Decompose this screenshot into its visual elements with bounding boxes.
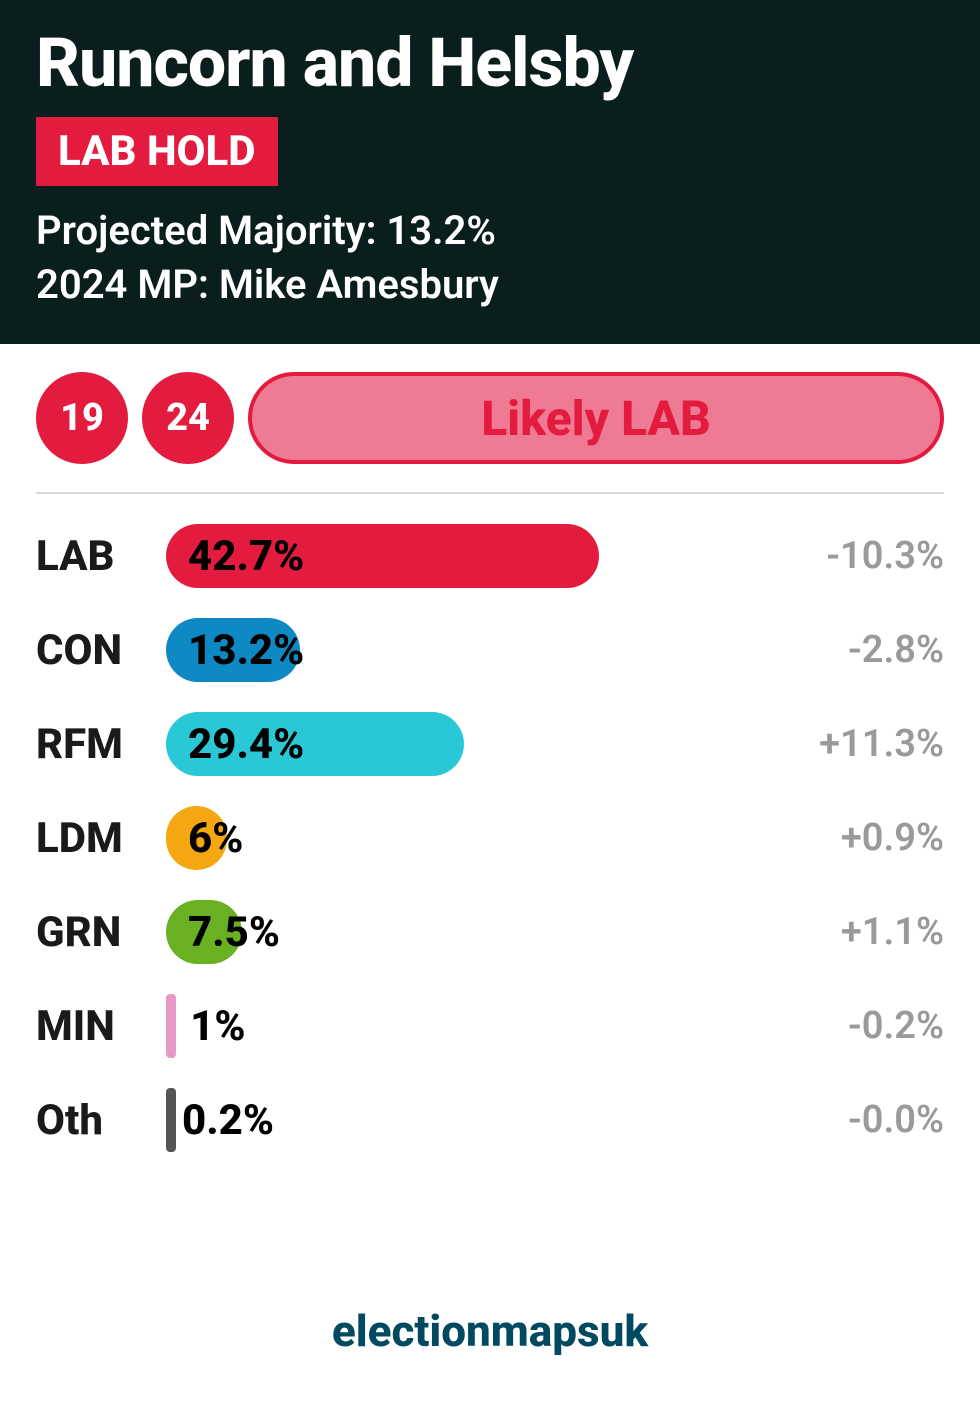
bar-fill [166, 1088, 176, 1152]
party-label: Oth [36, 1096, 166, 1145]
mp-text: 2024 MP: Mike Amesbury [36, 258, 944, 312]
likely-pill: Likely LAB [248, 372, 944, 464]
bar-change: -0.0% [794, 1098, 944, 1142]
bar-fill [166, 994, 176, 1058]
header-meta: Projected Majority: 13.2% 2024 MP: Mike … [36, 204, 944, 312]
bar-track: 0.2% [166, 1088, 794, 1152]
bar-value: 29.4% [188, 712, 304, 776]
bar-track: 1% [166, 994, 794, 1058]
bar-track: 13.2% [166, 618, 794, 682]
bar-track: 42.7% [166, 524, 794, 588]
bar-row-lab: LAB 42.7% -10.3% [36, 520, 944, 592]
bar-row-rfm: RFM 29.4% +11.3% [36, 708, 944, 780]
bar-row-min: MIN 1% -0.2% [36, 990, 944, 1062]
bar-track: 7.5% [166, 900, 794, 964]
year-pill-24[interactable]: 24 [142, 372, 234, 464]
hold-badge: LAB HOLD [36, 117, 278, 186]
party-label: LDM [36, 814, 166, 863]
bar-change: -10.3% [794, 534, 944, 578]
card-body: 19 24 Likely LAB LAB 42.7% -10.3% CON 13.2% -… [0, 344, 980, 1401]
bar-value: 42.7% [188, 524, 304, 588]
bar-row-oth: Oth 0.2% -0.0% [36, 1084, 944, 1156]
bar-track: 29.4% [166, 712, 794, 776]
bar-value: 6% [188, 806, 243, 870]
bar-change: +1.1% [794, 910, 944, 954]
bar-value: 7.5% [188, 900, 280, 964]
card-header: Runcorn and Helsby LAB HOLD Projected Ma… [0, 0, 980, 344]
bar-value: 13.2% [188, 618, 304, 682]
year-pill-19[interactable]: 19 [36, 372, 128, 464]
bar-chart: LAB 42.7% -10.3% CON 13.2% -2.8% RFM 29.4% +11.3… [36, 494, 944, 1293]
constituency-title: Runcorn and Helsby [36, 28, 944, 99]
party-label: LAB [36, 532, 166, 581]
bar-track: 6% [166, 806, 794, 870]
election-card: Runcorn and Helsby LAB HOLD Projected Ma… [0, 0, 980, 1401]
party-label: MIN [36, 1002, 166, 1051]
bar-row-con: CON 13.2% -2.8% [36, 614, 944, 686]
majority-text: Projected Majority: 13.2% [36, 204, 944, 258]
attribution: electionmapsuk [36, 1293, 944, 1381]
party-label: CON [36, 626, 166, 675]
bar-change: +0.9% [794, 816, 944, 860]
party-label: GRN [36, 908, 166, 957]
bar-change: -0.2% [794, 1004, 944, 1048]
bar-value: 1% [190, 994, 245, 1058]
bar-change: -2.8% [794, 628, 944, 672]
pills-row: 19 24 Likely LAB [36, 372, 944, 494]
bar-value: 0.2% [182, 1088, 274, 1152]
bar-row-ldm: LDM 6% +0.9% [36, 802, 944, 874]
bar-row-grn: GRN 7.5% +1.1% [36, 896, 944, 968]
party-label: RFM [36, 720, 166, 769]
bar-change: +11.3% [794, 722, 944, 766]
